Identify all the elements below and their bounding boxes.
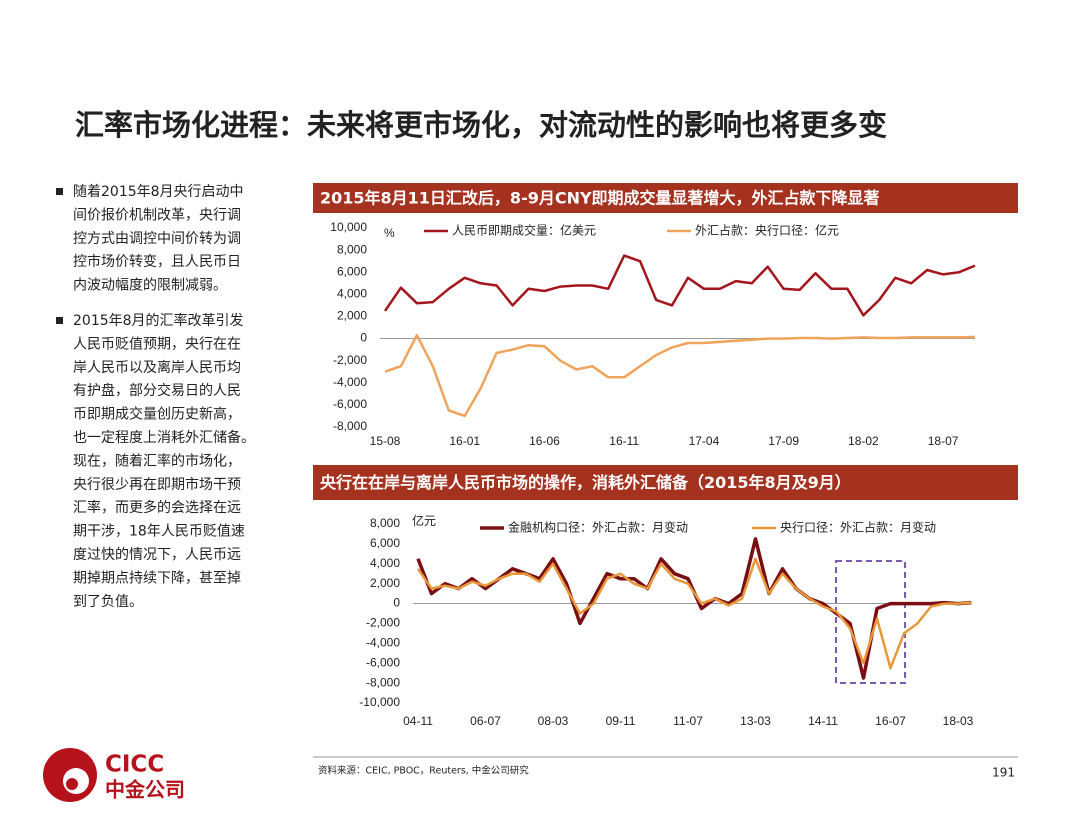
y-tick-label: 2,000: [370, 576, 400, 590]
logo-text: 中金公司: [105, 778, 185, 802]
y-tick-label: -2,000: [366, 616, 400, 630]
series-line: [384, 333, 976, 418]
y-tick-label: 8,000: [337, 242, 367, 256]
x-tick-label: 04-11: [403, 714, 433, 728]
x-tick-label: 16-01: [449, 434, 480, 448]
y-tick-label: -6,000: [333, 397, 367, 411]
highlight-box: [835, 560, 906, 684]
y-tick-label: 6,000: [370, 536, 400, 550]
bullet-line: 汇率，而更多的会选择在远: [73, 499, 241, 516]
chart-header: [313, 465, 1018, 500]
x-tick-label: 17-09: [768, 434, 799, 448]
x-tick-label: 08-03: [538, 714, 569, 728]
series-line: [416, 557, 972, 670]
bullet-line: 期掉期点持续下降，甚至掉: [73, 569, 241, 586]
x-tick-label: 18-02: [848, 434, 879, 448]
y-tick-label: 0: [393, 596, 400, 610]
y-tick-label: 8,000: [370, 516, 400, 530]
y-tick-label: 0: [360, 331, 367, 345]
bullet-line: 度过快的情况下，人民币远: [73, 547, 241, 563]
bullet-line: 到了负值。: [73, 594, 143, 610]
bullet-line: 人民币贬值预期，央行在在: [73, 336, 241, 352]
y-tick-label: 2,000: [337, 309, 367, 323]
bullet-line: 期干涉，18年人民币贬值速: [73, 524, 245, 540]
chart-title: 2015年8月11日汇改后，8-9月CNY即期成交量显著增大，外汇占款下降显著: [320, 189, 880, 208]
bullet-line: 现在，随着汇率的市场化，: [73, 452, 241, 469]
logo-mark: [66, 778, 78, 790]
x-tick-label: 16-07: [875, 714, 906, 728]
y-tick-label: -10,000: [359, 695, 400, 709]
bullet-line: 控方式由调控中间价转为调: [73, 231, 241, 247]
bullet-marker: [56, 317, 63, 324]
y-tick-label: -4,000: [366, 636, 400, 650]
y-tick-label: 4,000: [337, 287, 367, 301]
legend-label: 外汇占款：央行口径：亿元: [695, 223, 839, 238]
x-tick-label: 18-03: [943, 714, 974, 728]
series-line: [383, 254, 976, 317]
x-tick-label: 06-07: [470, 714, 501, 728]
x-tick-label: 17-04: [689, 434, 720, 448]
legend-label: 人民币即期成交量：亿美元: [452, 223, 596, 238]
bullet-line: 2015年8月的汇率改革引发: [73, 312, 244, 329]
x-tick-label: 16-11: [609, 434, 639, 448]
bullet-line: 随着2015年8月央行启动中: [73, 184, 244, 200]
legend-label: 央行口径：外汇占款：月变动: [780, 520, 936, 535]
y-tick-label: 10,000: [330, 220, 367, 234]
bullet-line: 内波动幅度的限制减弱。: [73, 278, 227, 294]
x-tick-label: 09-11: [606, 714, 636, 728]
chart-header: [313, 183, 1018, 213]
legend-label: 金融机构口径：外汇占款：月变动: [508, 520, 688, 535]
bullet-marker: [56, 188, 63, 195]
y-tick-label: -8,000: [333, 419, 367, 433]
y-tick-label: 4,000: [370, 556, 400, 570]
y-tick-label: -6,000: [366, 655, 400, 669]
x-tick-label: 16-06: [529, 434, 560, 448]
x-tick-label: 14-11: [808, 714, 838, 728]
y-tick-label: -4,000: [333, 375, 367, 389]
x-tick-label: 15-08: [370, 434, 401, 448]
y-tick-label: -8,000: [366, 675, 400, 689]
source: 资料来源：CEIC, PBOC，Reuters, 中金公司研究: [318, 765, 529, 777]
bullet-line: 也一定程度上消耗外汇储备。: [73, 429, 255, 446]
bullet-line: 币即期成交量创历史新高，: [73, 406, 241, 423]
y-tick-label: -2,000: [333, 353, 367, 367]
slide-title: 汇率市场化进程：未来将更市场化，对流动性的影响也将更多变: [75, 108, 887, 142]
bullet-line: 间价报价机制改革，央行调: [73, 207, 241, 223]
bullet-line: 有护盘，部分交易日的人民: [73, 382, 241, 399]
logo-text: CICC: [105, 752, 164, 778]
bullet-line: 岸人民币以及离岸人民币均: [73, 359, 241, 376]
y-unit: %: [384, 226, 395, 240]
x-tick-label: 11-07: [673, 714, 703, 728]
bullet-line: 央行很少再在即期市场干预: [73, 476, 241, 493]
y-unit: 亿元: [412, 513, 436, 528]
page-number: 191: [992, 766, 1015, 780]
x-tick-label: 13-03: [740, 714, 771, 728]
x-tick-label: 18-07: [928, 434, 959, 448]
bullet-line: 控市场价转变，且人民币日: [73, 253, 241, 270]
chart-title: 央行在在岸与离岸人民币市场的操作，消耗外汇储备（2015年8月及9月）: [320, 473, 851, 492]
y-tick-label: 6,000: [337, 264, 367, 278]
